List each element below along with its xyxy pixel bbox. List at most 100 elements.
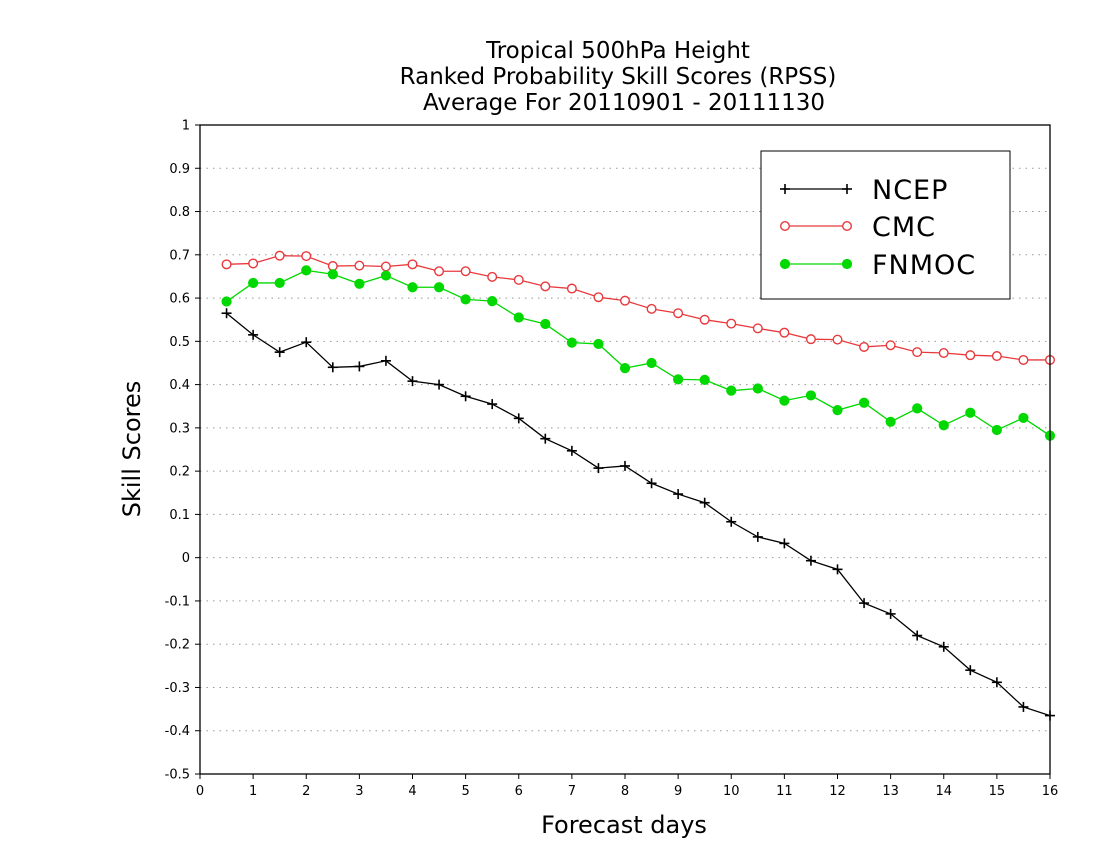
data-point-ncep xyxy=(726,516,737,527)
data-point-fnmoc xyxy=(938,420,949,431)
data-point-cmc xyxy=(699,314,710,325)
data-point-ncep xyxy=(805,555,816,566)
y-tick-label: -0.4 xyxy=(165,724,190,739)
data-point-cmc xyxy=(752,323,763,334)
data-point-ncep xyxy=(938,641,949,652)
legend-entry-ncep: NCEP xyxy=(780,175,947,206)
legend-marker-start xyxy=(780,220,791,231)
data-point-ncep xyxy=(540,433,551,444)
x-tick-label: 9 xyxy=(674,784,682,799)
x-tick-label: 4 xyxy=(408,784,416,799)
data-point-ncep xyxy=(221,308,232,319)
data-point-cmc xyxy=(593,292,604,303)
x-axis-title: Forecast days xyxy=(541,811,707,839)
title-line-1: Tropical 500hPa Height xyxy=(485,38,750,64)
data-point-ncep xyxy=(487,399,498,410)
data-point-ncep xyxy=(460,391,471,402)
y-tick-label: 0.1 xyxy=(169,508,190,523)
data-point-fnmoc xyxy=(885,416,896,427)
data-point-fnmoc xyxy=(354,278,365,289)
data-point-fnmoc xyxy=(673,374,684,385)
y-tick-label: -0.5 xyxy=(165,768,190,783)
data-point-fnmoc xyxy=(248,277,259,289)
data-point-cmc xyxy=(673,308,684,319)
data-point-fnmoc xyxy=(991,424,1002,436)
data-point-ncep xyxy=(752,531,763,542)
data-point-fnmoc xyxy=(805,390,817,401)
x-tick-label: 5 xyxy=(461,784,469,799)
data-point-cmc xyxy=(487,271,498,282)
data-point-cmc xyxy=(513,274,524,285)
x-tick-label: 16 xyxy=(1042,784,1059,799)
data-point-fnmoc xyxy=(460,294,471,305)
legend-marker-end xyxy=(842,220,853,231)
data-point-fnmoc xyxy=(380,270,392,281)
y-tick-label: 0.4 xyxy=(169,378,190,393)
legend-marker-end xyxy=(841,258,853,270)
data-point-ncep xyxy=(991,677,1002,688)
data-point-fnmoc xyxy=(965,407,976,418)
data-point-fnmoc xyxy=(912,403,923,414)
y-tick-label: 0.8 xyxy=(169,205,190,220)
data-point-fnmoc xyxy=(646,357,657,369)
data-point-ncep xyxy=(832,564,843,575)
title-line-3: Average For 20110901 - 20111130 xyxy=(423,90,825,116)
data-point-fnmoc xyxy=(221,296,232,307)
data-point-fnmoc xyxy=(487,295,498,307)
y-tick-label: 0.2 xyxy=(169,465,190,480)
data-point-ncep xyxy=(248,329,259,340)
x-tick-label: 11 xyxy=(776,784,793,799)
y-tick-label: 0 xyxy=(182,551,190,566)
data-point-fnmoc xyxy=(593,338,604,350)
data-point-ncep xyxy=(965,665,976,676)
data-point-ncep xyxy=(434,379,445,390)
data-point-ncep xyxy=(354,361,365,372)
data-point-cmc xyxy=(726,318,737,329)
x-tick-label: 13 xyxy=(882,784,899,799)
y-tick-label: 0.7 xyxy=(169,248,190,263)
data-point-ncep xyxy=(301,337,312,348)
data-point-fnmoc xyxy=(752,383,763,394)
data-point-cmc xyxy=(460,266,471,277)
data-point-cmc xyxy=(354,260,365,271)
series-fnmoc xyxy=(221,265,1056,441)
data-point-fnmoc xyxy=(619,363,631,374)
legend-label-fnmoc: FNMOC xyxy=(872,250,976,281)
data-point-fnmoc xyxy=(832,405,843,416)
data-point-ncep xyxy=(912,630,923,641)
data-point-ncep xyxy=(885,608,896,619)
data-point-cmc xyxy=(327,261,338,272)
series-line-ncep xyxy=(226,312,1051,717)
x-tick-label: 8 xyxy=(621,784,629,799)
data-point-cmc xyxy=(1018,354,1029,365)
data-point-cmc xyxy=(965,350,976,361)
data-point-cmc xyxy=(859,341,870,352)
data-point-fnmoc xyxy=(699,374,710,385)
x-tick-label: 2 xyxy=(302,784,310,799)
x-tick-label: 6 xyxy=(515,784,523,799)
x-tick-label: 15 xyxy=(989,784,1006,799)
data-point-fnmoc xyxy=(433,282,445,293)
legend: NCEP CMC FNMOC xyxy=(760,150,1011,300)
data-point-fnmoc xyxy=(407,282,418,293)
legend-entry-fnmoc: FNMOC xyxy=(779,250,976,281)
x-tick-label: 3 xyxy=(355,784,363,799)
data-point-cmc xyxy=(912,347,923,358)
y-tick-label: 1 xyxy=(182,119,190,134)
legend-box xyxy=(760,150,1011,300)
data-point-ncep xyxy=(646,478,657,489)
data-point-cmc xyxy=(832,334,843,345)
data-point-cmc xyxy=(620,295,631,306)
data-point-cmc xyxy=(380,261,391,272)
data-point-cmc xyxy=(301,251,312,262)
data-point-ncep xyxy=(699,497,710,508)
data-point-cmc xyxy=(248,258,259,269)
data-point-ncep xyxy=(274,347,285,358)
data-point-cmc xyxy=(221,259,232,270)
data-point-fnmoc xyxy=(274,277,285,289)
x-tick-label: 10 xyxy=(723,784,740,799)
legend-marker-start xyxy=(779,258,791,270)
data-point-cmc xyxy=(540,281,551,292)
data-point-fnmoc xyxy=(327,269,338,280)
